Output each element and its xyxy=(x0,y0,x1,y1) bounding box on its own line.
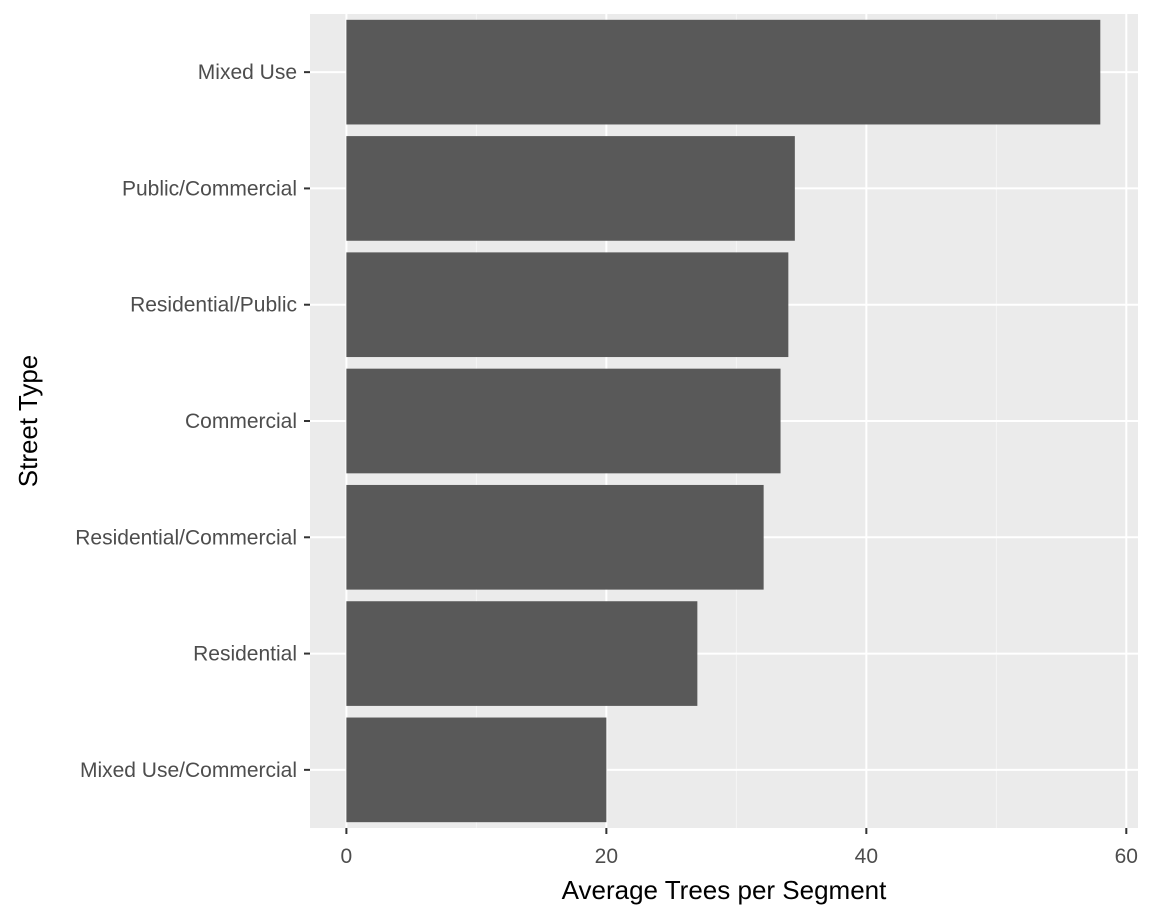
bars xyxy=(346,19,1101,823)
y-tick-label: Residential xyxy=(193,643,297,666)
y-tick-label: Mixed Use xyxy=(198,61,297,84)
x-tick-label: 20 xyxy=(595,845,618,868)
bar xyxy=(346,601,698,706)
bar xyxy=(346,368,781,474)
y-tick-label: Residential/Commercial xyxy=(75,526,297,549)
bar xyxy=(346,484,764,590)
x-tick-label: 60 xyxy=(1115,845,1138,868)
y-tick-label: Commercial xyxy=(185,410,297,433)
x-axis: 0 20 40 60 xyxy=(341,828,1138,868)
x-axis-title: Average Trees per Segment xyxy=(562,875,887,905)
bar xyxy=(346,19,1101,125)
bar xyxy=(346,136,795,241)
bar xyxy=(346,252,789,358)
y-tick-label: Mixed Use/Commercial xyxy=(80,759,297,782)
x-tick-label: 40 xyxy=(855,845,878,868)
y-axis: Mixed Use Public/Commercial Residential/Pu… xyxy=(75,61,310,782)
y-tick-label: Residential/Public xyxy=(130,294,297,317)
x-tick-label: 0 xyxy=(341,845,353,868)
y-tick-label: Public/Commercial xyxy=(122,177,297,200)
y-axis-title: Street Type xyxy=(13,355,43,488)
bar xyxy=(346,717,607,823)
